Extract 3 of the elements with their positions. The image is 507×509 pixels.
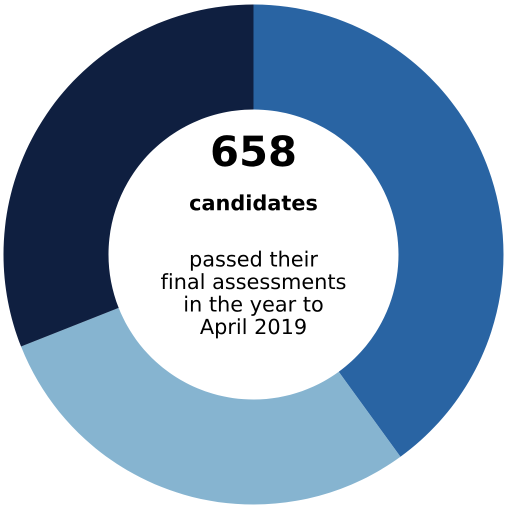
text: candidates (190, 194, 317, 211)
text: 658 (212, 135, 294, 167)
text: passed their final assessments in the year to April 2019 (161, 250, 346, 338)
